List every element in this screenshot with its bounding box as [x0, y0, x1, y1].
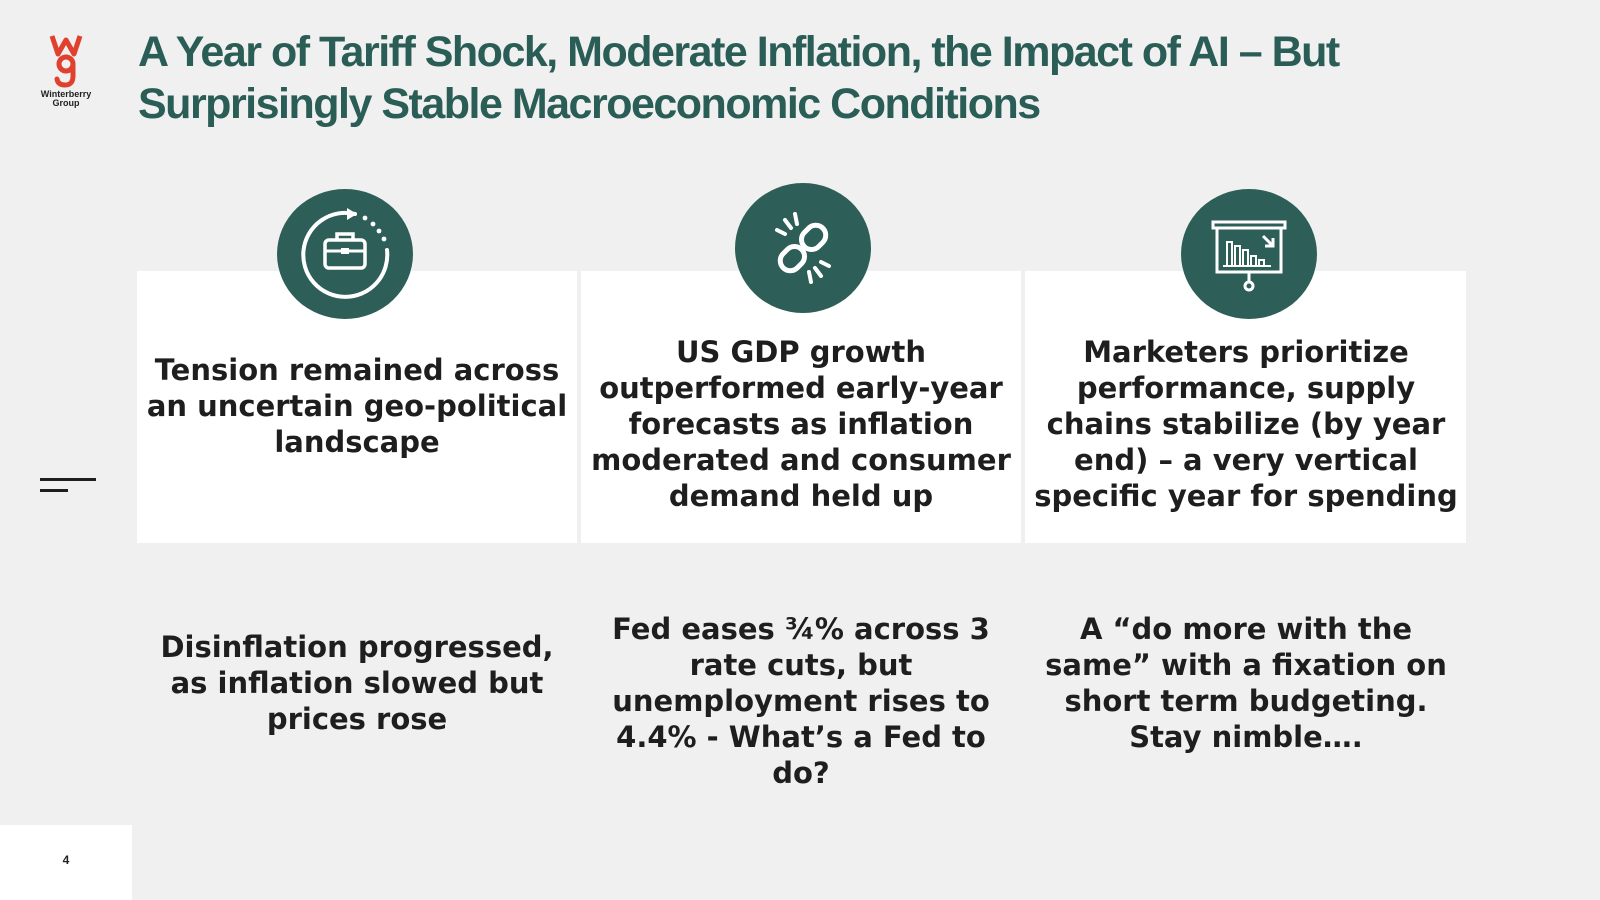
broken-link-icon	[735, 183, 871, 313]
headline-geopolitical: Tension remained across an uncertain geo…	[146, 353, 568, 459]
decorative-line-long	[40, 478, 96, 481]
page-number: 4	[62, 853, 70, 867]
headline-marketers: Marketers prioritize performance, supply…	[1034, 335, 1458, 513]
logo-text: Winterberry Group	[40, 89, 92, 108]
page-title: A Year of Tariff Shock, Moderate Inflati…	[138, 28, 1340, 128]
detail-fed: Fed eases ¾% across 3 rate cuts, but une…	[612, 612, 990, 790]
detail-disinflation: Disinflation progressed, as inflation sl…	[160, 630, 554, 736]
wg-monogram-icon	[49, 35, 83, 88]
winterberry-logo: Winterberry Group	[34, 32, 98, 112]
page-number-box: 4	[0, 825, 132, 900]
decorative-lines	[40, 478, 96, 494]
panel-gdp	[581, 271, 1021, 543]
detail-budgeting: A “do more with the same” with a fixatio…	[1045, 612, 1447, 754]
decorative-line-short	[40, 489, 68, 492]
presentation-chart-icon	[1181, 189, 1317, 319]
briefcase-cycle-icon	[277, 189, 413, 319]
headline-gdp: US GDP growth outperformed early-year fo…	[591, 335, 1011, 513]
